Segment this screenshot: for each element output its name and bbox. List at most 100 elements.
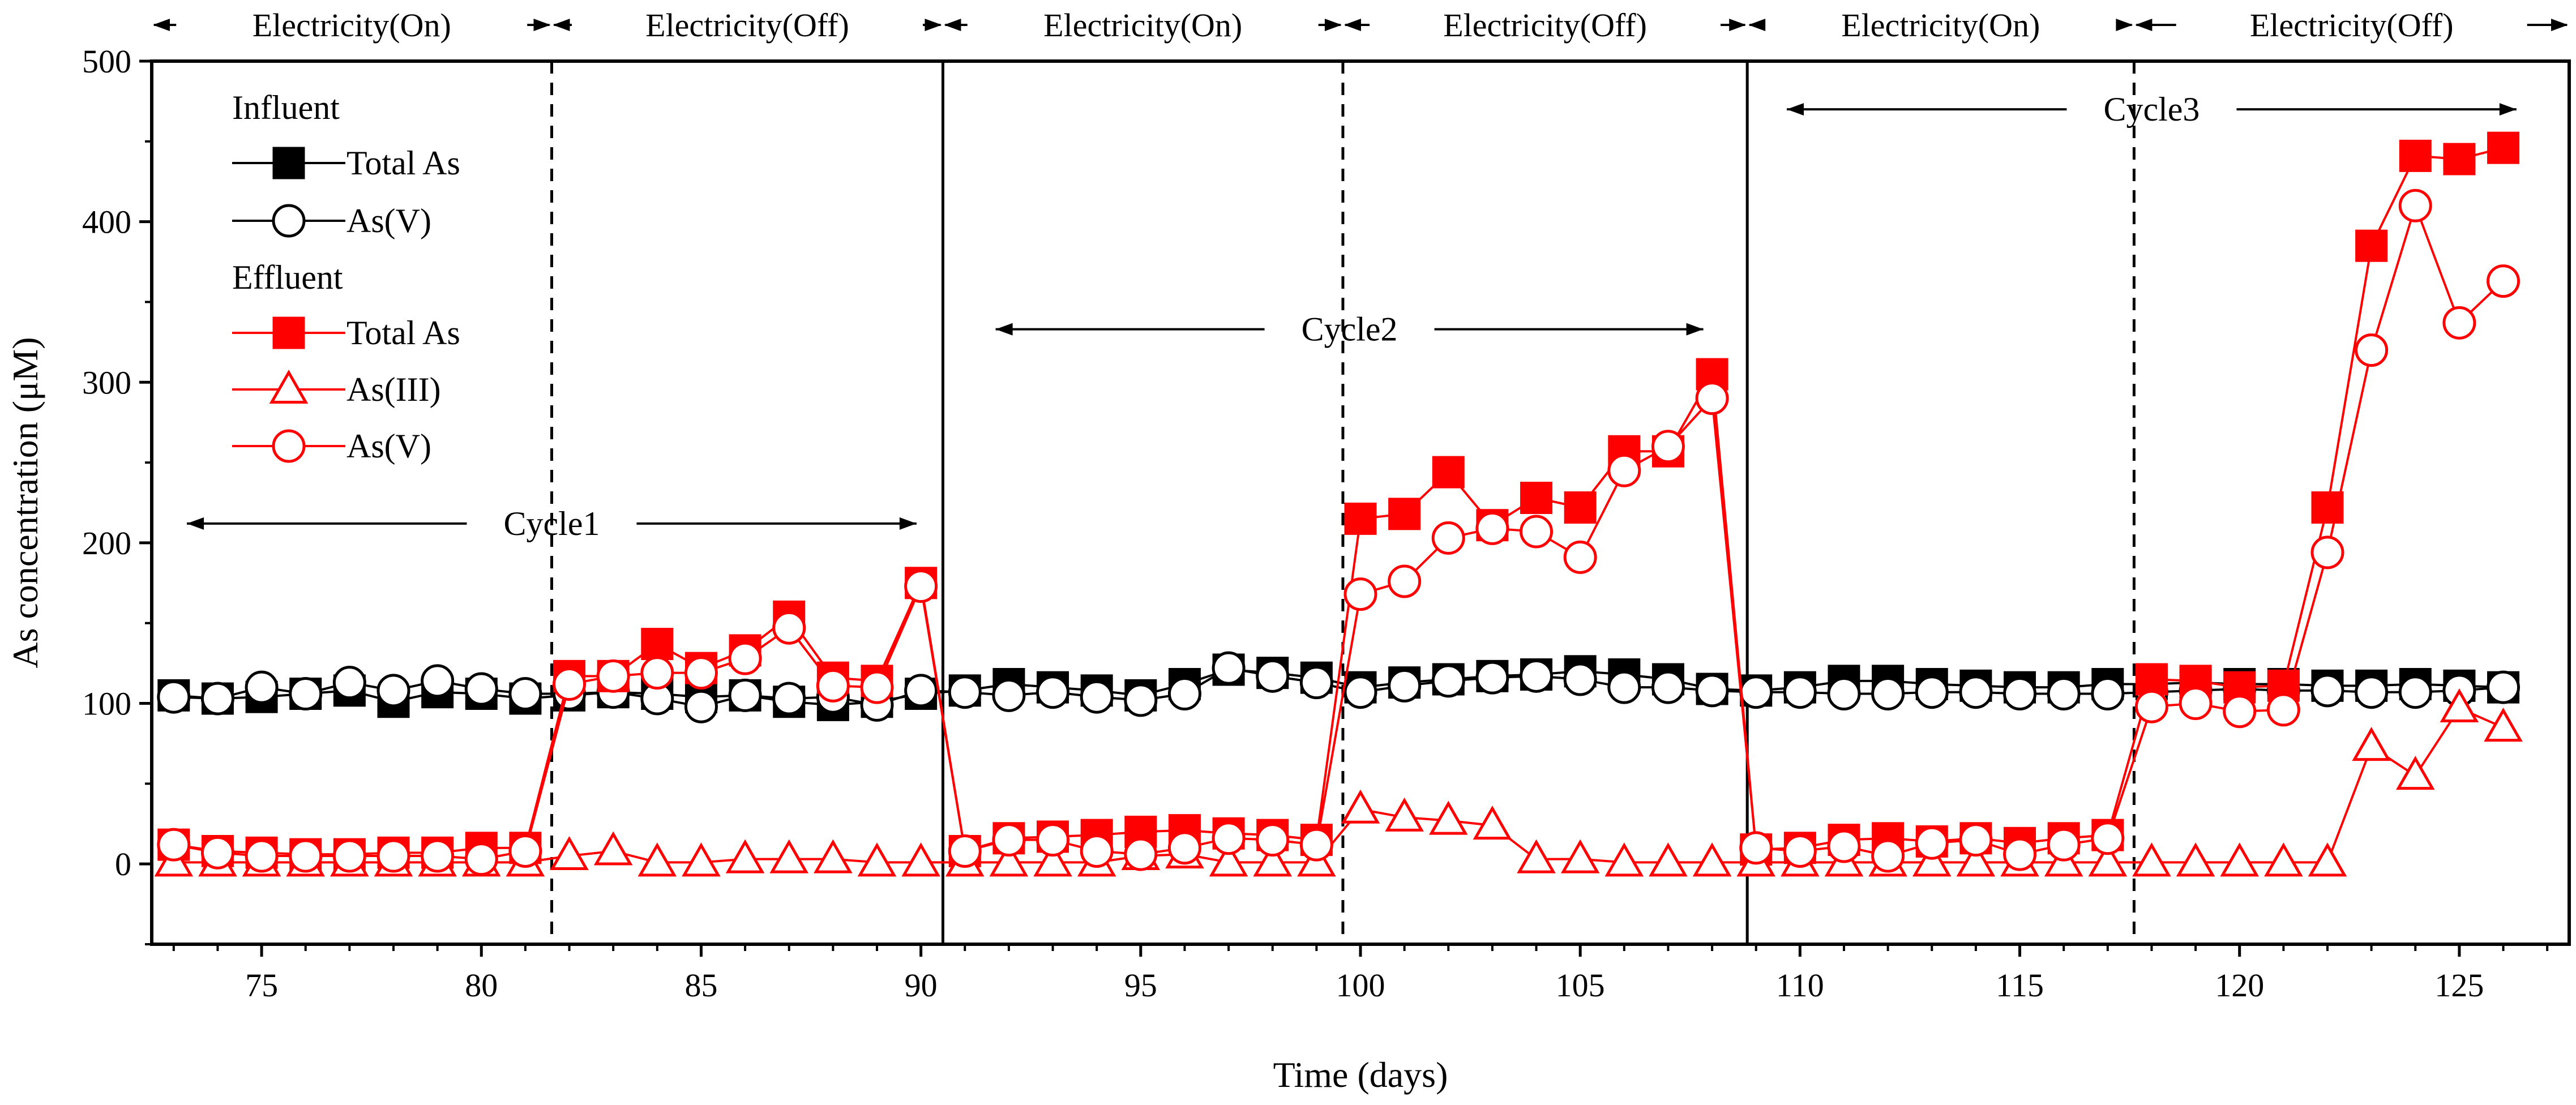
series-4-point-36 [1739, 831, 1773, 865]
series-2-point-11 [641, 628, 674, 661]
series-3-point-53 [2484, 708, 2523, 742]
series-3-point-31 [1517, 839, 1556, 873]
series-1-point-34 [1651, 670, 1685, 704]
series-3-point-14 [769, 839, 809, 873]
series-4-point-14 [772, 611, 806, 645]
series-3-point-45 [2132, 842, 2171, 877]
series-4-point-29 [1431, 521, 1465, 555]
legend-marker-4 [272, 429, 306, 463]
series-3-point-11 [637, 842, 677, 877]
series-1-point-40 [1915, 675, 1949, 709]
legend-entry-2: Total As [232, 314, 460, 352]
series-1-point-25 [1256, 659, 1290, 693]
cycle-label-2: Cycle3 [2103, 91, 2200, 128]
series-1-point-4 [332, 666, 366, 700]
y-tick-label-4: 400 [82, 204, 131, 241]
series-4-point-8 [508, 834, 542, 868]
x-tick-label-8: 115 [1996, 967, 2044, 1004]
series-1-point-1 [200, 682, 234, 716]
series-3-point-24 [1209, 842, 1248, 877]
series-4-point-23 [1167, 831, 1201, 865]
legend-entry-3: As(III) [232, 369, 441, 408]
phase-label-5: Electricity(Off) [2250, 7, 2454, 44]
series-2-point-27 [1344, 502, 1377, 535]
phase-arrow-right-head-2 [1324, 19, 1342, 31]
phase-arrow-right-head-0 [533, 19, 551, 31]
y-tick-label-1: 100 [82, 686, 131, 722]
series-4-point-27 [1343, 577, 1377, 611]
series-4-point-31 [1520, 515, 1554, 549]
series-3-point-16 [857, 842, 897, 877]
series-4-point-6 [421, 839, 455, 873]
series-line-2 [173, 147, 2504, 856]
series-1-point-6 [421, 664, 455, 698]
series-1-point-22 [1124, 683, 1158, 717]
series-3-point-13 [725, 839, 765, 873]
series-1-point-5 [376, 674, 410, 708]
series-1-point-43 [2047, 677, 2081, 711]
x-tick-label-9: 120 [2215, 967, 2264, 1004]
series-4-point-34 [1651, 430, 1685, 464]
cycle-arrow-left-head-2 [1787, 103, 1804, 116]
series-2-point-53 [2487, 131, 2520, 164]
series-4-point-18 [948, 834, 982, 868]
x-tick-label-2: 85 [684, 967, 717, 1004]
series-4-point-4 [332, 839, 366, 873]
phase-dividers [550, 61, 2136, 944]
series-4-point-48 [2266, 693, 2300, 727]
phase-label-1: Electricity(Off) [645, 7, 849, 44]
series-1-point-3 [289, 677, 323, 711]
series-4-point-16 [860, 670, 894, 704]
series-1-point-17 [904, 674, 938, 708]
series-1-point-18 [948, 675, 982, 709]
y-tick-label-2: 200 [82, 525, 131, 562]
series-1-point-14 [772, 682, 806, 716]
series-1-point-27 [1343, 675, 1377, 709]
series-4-point-2 [245, 839, 279, 873]
series-3-point-15 [814, 839, 853, 873]
phase-arrow-right-head-3 [1729, 19, 1747, 31]
legend-marker-2 [272, 316, 305, 349]
legend-entry-1: As(V) [232, 202, 431, 239]
series-3-point-50 [2352, 727, 2391, 761]
cycle-label-1: Cycle2 [1302, 311, 1398, 348]
series-1 [157, 651, 2521, 723]
series-4-point-37 [1783, 834, 1817, 868]
series-4-point-1 [200, 836, 234, 870]
series-1-point-32 [1563, 662, 1597, 696]
series-4-point-52 [2442, 306, 2476, 340]
cycle-arrow-left-head-0 [187, 517, 204, 530]
series-3-point-29 [1428, 800, 1468, 835]
series-1-point-23 [1167, 677, 1201, 711]
series-3-point-28 [1385, 797, 1424, 832]
series-1-point-12 [684, 689, 718, 723]
series-4-point-28 [1388, 564, 1422, 598]
series-1-point-21 [1080, 680, 1114, 714]
series-4-point-33 [1607, 453, 1641, 487]
y-tick-label-0: 0 [115, 846, 131, 883]
series-4-point-3 [289, 839, 323, 873]
legend-label-0: Total As [346, 144, 460, 182]
series-1-point-20 [1036, 675, 1070, 709]
series-4-point-42 [2003, 837, 2037, 871]
series-4-point-5 [376, 839, 410, 873]
series-4-point-50 [2355, 333, 2389, 367]
phase-arrow-right-head-4 [2116, 19, 2133, 31]
series-2-point-52 [2443, 143, 2476, 175]
series-4-point-12 [684, 656, 718, 690]
series-3-point-20 [1033, 842, 1072, 877]
series-3-point-35 [1692, 842, 1732, 877]
legend-label-3: As(III) [346, 371, 441, 408]
legend-marker-3 [269, 369, 309, 404]
series-3-point-51 [2395, 756, 2435, 790]
series-1-point-42 [2003, 677, 2037, 711]
series-1-point-53 [2487, 670, 2521, 704]
series-4-point-15 [816, 669, 850, 703]
series-1-point-35 [1695, 674, 1729, 708]
series-layer [154, 131, 2523, 877]
cycle-label-0: Cycle1 [504, 505, 600, 542]
series-4-point-25 [1256, 823, 1290, 857]
series-4-point-30 [1475, 511, 1509, 545]
series-1-point-29 [1431, 664, 1465, 698]
